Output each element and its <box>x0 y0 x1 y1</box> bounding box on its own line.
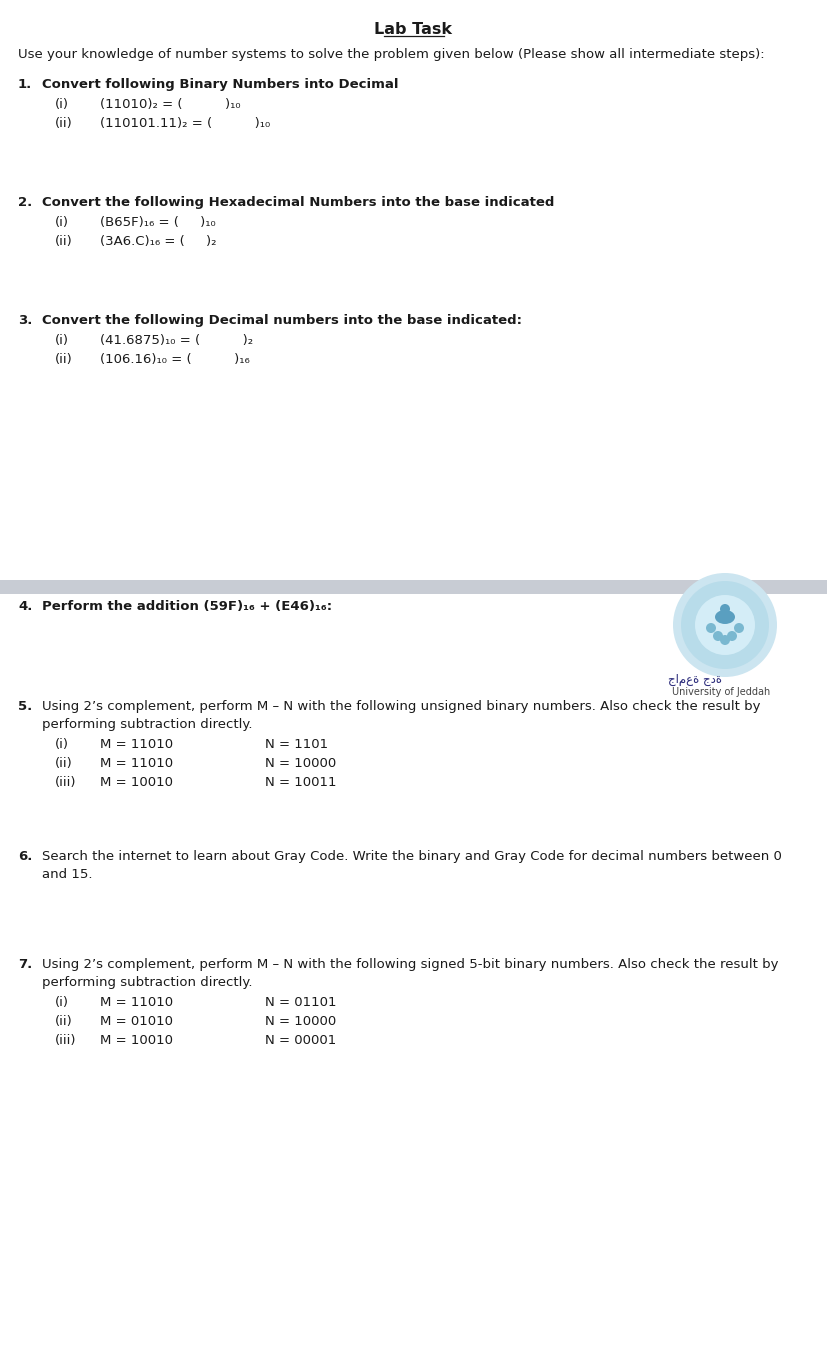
Text: Search the internet to learn about Gray Code. Write the binary and Gray Code for: Search the internet to learn about Gray … <box>42 850 782 862</box>
Ellipse shape <box>715 611 735 624</box>
Circle shape <box>734 623 744 634</box>
Text: N = 00001: N = 00001 <box>265 1034 337 1047</box>
Text: Using 2’s complement, perform M – N with the following unsigned binary numbers. : Using 2’s complement, perform M – N with… <box>42 700 761 714</box>
Text: Lab Task: Lab Task <box>375 22 452 37</box>
Text: (i): (i) <box>55 217 69 229</box>
Text: 3.: 3. <box>18 314 32 328</box>
Circle shape <box>720 635 730 645</box>
Text: N = 1101: N = 1101 <box>265 738 328 751</box>
Text: (3A6.C)₁₆ = (     )₂: (3A6.C)₁₆ = ( )₂ <box>100 236 217 248</box>
Text: 1.: 1. <box>18 79 32 91</box>
Text: (11010)₂ = (          )₁₀: (11010)₂ = ( )₁₀ <box>100 97 241 111</box>
Text: M = 11010: M = 11010 <box>100 757 173 770</box>
Circle shape <box>706 623 716 634</box>
Text: 6.: 6. <box>18 850 32 862</box>
Circle shape <box>727 631 737 640</box>
Text: N = 10000: N = 10000 <box>265 757 337 770</box>
Text: (i): (i) <box>55 97 69 111</box>
Text: N = 10011: N = 10011 <box>265 776 337 789</box>
Text: (i): (i) <box>55 997 69 1009</box>
Text: M = 10010: M = 10010 <box>100 776 173 789</box>
Text: University of Jeddah: University of Jeddah <box>672 686 770 697</box>
Circle shape <box>695 594 755 655</box>
Text: (106.16)₁₀ = (          )₁₆: (106.16)₁₀ = ( )₁₆ <box>100 353 250 366</box>
Circle shape <box>681 581 769 669</box>
Text: N = 10000: N = 10000 <box>265 1016 337 1028</box>
Text: (41.6875)₁₀ = (          )₂: (41.6875)₁₀ = ( )₂ <box>100 334 253 347</box>
Text: performing subtraction directly.: performing subtraction directly. <box>42 718 252 731</box>
Text: (i): (i) <box>55 334 69 347</box>
Text: Perform the addition (59F)₁₆ + (E46)₁₆:: Perform the addition (59F)₁₆ + (E46)₁₆: <box>42 600 332 613</box>
Text: Convert following Binary Numbers into Decimal: Convert following Binary Numbers into De… <box>42 79 399 91</box>
Text: and 15.: and 15. <box>42 868 93 881</box>
Text: Using 2’s complement, perform M – N with the following signed 5-bit binary numbe: Using 2’s complement, perform M – N with… <box>42 959 778 971</box>
Text: (ii): (ii) <box>55 1016 73 1028</box>
Text: M = 11010: M = 11010 <box>100 738 173 751</box>
Text: M = 01010: M = 01010 <box>100 1016 173 1028</box>
Circle shape <box>720 604 730 613</box>
Text: (iii): (iii) <box>55 1034 77 1047</box>
Text: performing subtraction directly.: performing subtraction directly. <box>42 976 252 988</box>
Text: M = 10010: M = 10010 <box>100 1034 173 1047</box>
Circle shape <box>713 631 723 640</box>
Bar <box>0 580 827 594</box>
Text: N = 01101: N = 01101 <box>265 997 337 1009</box>
Text: جامعة جدة: جامعة جدة <box>668 673 722 686</box>
Text: Convert the following Hexadecimal Numbers into the base indicated: Convert the following Hexadecimal Number… <box>42 196 554 209</box>
Text: M = 11010: M = 11010 <box>100 997 173 1009</box>
Text: (ii): (ii) <box>55 353 73 366</box>
Text: (ii): (ii) <box>55 757 73 770</box>
Text: 4.: 4. <box>18 600 32 613</box>
Text: (B65F)₁₆ = (     )₁₀: (B65F)₁₆ = ( )₁₀ <box>100 217 216 229</box>
Text: Use your knowledge of number systems to solve the problem given below (Please sh: Use your knowledge of number systems to … <box>18 47 765 61</box>
Text: (i): (i) <box>55 738 69 751</box>
Text: 7.: 7. <box>18 959 32 971</box>
Text: 2.: 2. <box>18 196 32 209</box>
Text: (ii): (ii) <box>55 116 73 130</box>
Text: Convert the following Decimal numbers into the base indicated:: Convert the following Decimal numbers in… <box>42 314 522 328</box>
Text: (iii): (iii) <box>55 776 77 789</box>
Text: (110101.11)₂ = (          )₁₀: (110101.11)₂ = ( )₁₀ <box>100 116 270 130</box>
Text: 5.: 5. <box>18 700 32 714</box>
Circle shape <box>673 573 777 677</box>
Text: (ii): (ii) <box>55 236 73 248</box>
